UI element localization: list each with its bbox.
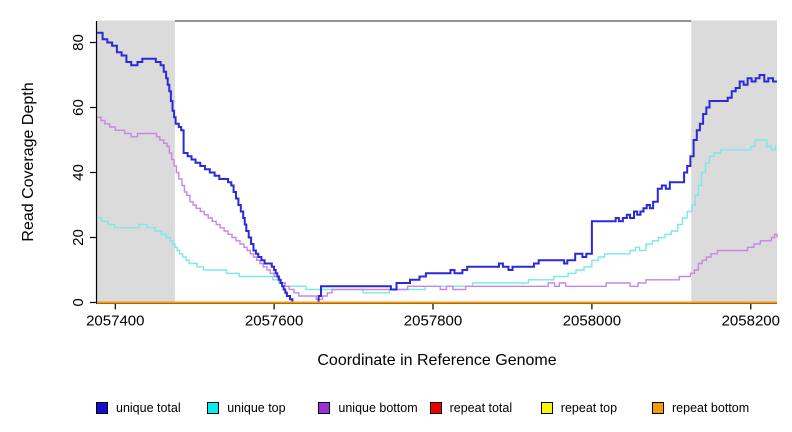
y-axis-title: Read Coverage Depth [20, 82, 37, 242]
highlight-band-left-repeat-flank [97, 20, 175, 303]
legend-swatch-icon [207, 402, 220, 414]
legend-label: unique top [227, 401, 286, 415]
y-tick-label: 0 [70, 298, 87, 306]
legend-item-unique-total: unique total [96, 401, 181, 415]
legend-label: unique total [116, 401, 181, 415]
legend-item-unique-top: unique top [207, 401, 286, 415]
legend-swatch-icon [540, 402, 553, 414]
legend-item-repeat-total: repeat total [429, 401, 513, 415]
legend-label: repeat top [560, 401, 618, 415]
legend-item-repeat-top: repeat top [540, 401, 618, 415]
series-line-unique-bottom [97, 116, 778, 300]
legend-swatch-icon [318, 402, 331, 414]
x-tick-label: 2057400 [86, 313, 144, 330]
series-line-unique-top [97, 139, 777, 294]
legend-swatch-icon [96, 402, 108, 414]
legend-swatch-icon [429, 402, 442, 414]
legend-swatch-icon [652, 402, 664, 414]
y-tick-label: 40 [70, 164, 87, 181]
legend-item-unique-bottom: unique bottom [318, 401, 418, 415]
y-tick-label: 60 [70, 99, 87, 116]
highlight-band-right-repeat-flank [691, 20, 777, 303]
legend-label: repeat total [449, 401, 513, 415]
series-line-unique-total [97, 31, 777, 304]
x-axis-title: Coordinate in Reference Genome [317, 352, 557, 369]
legend-label: unique bottom [338, 401, 418, 415]
x-tick-label: 2057600 [245, 313, 303, 330]
legend-item-repeat-bottom: repeat bottom [652, 401, 749, 415]
y-tick-label: 20 [70, 229, 87, 246]
legend-label: repeat bottom [672, 401, 750, 415]
x-tick-label: 2058000 [563, 313, 621, 330]
x-tick-label: 2057800 [404, 313, 462, 330]
y-tick-label: 80 [70, 34, 87, 51]
x-tick-label: 2058200 [722, 313, 780, 330]
